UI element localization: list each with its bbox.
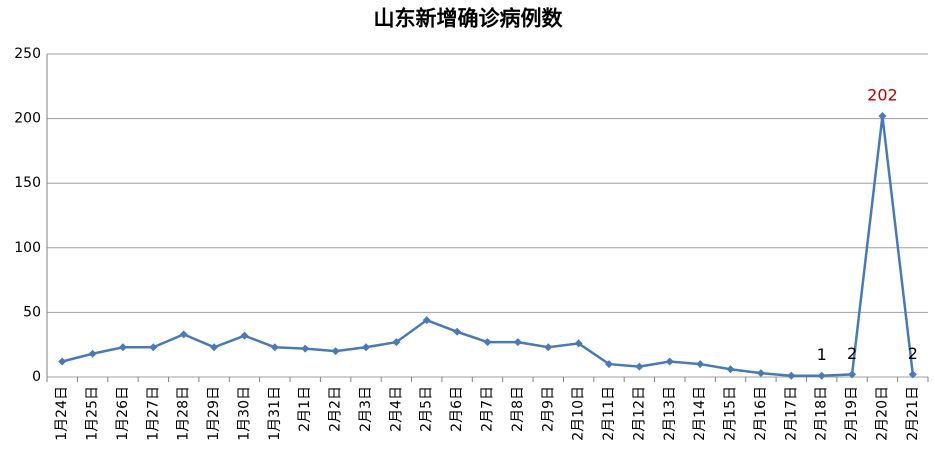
marker xyxy=(301,344,310,353)
marker xyxy=(270,343,279,352)
data-label: 2 xyxy=(908,344,918,363)
marker xyxy=(635,362,644,371)
marker xyxy=(787,371,796,380)
marker xyxy=(422,316,431,325)
marker xyxy=(118,343,127,352)
marker xyxy=(392,338,401,347)
marker xyxy=(361,343,370,352)
x-tick-label: 2月17日 xyxy=(783,386,799,441)
marker xyxy=(58,357,67,366)
x-tick-label: 1月28日 xyxy=(176,386,192,441)
x-tick-label: 1月27日 xyxy=(145,386,161,441)
marker xyxy=(544,343,553,352)
y-tick-label: 200 xyxy=(14,111,41,127)
data-label: 202 xyxy=(867,86,898,105)
y-tick-label: 50 xyxy=(23,304,41,320)
marker xyxy=(605,360,614,369)
marker xyxy=(574,339,583,348)
y-tick-label: 0 xyxy=(32,369,41,385)
x-tick-label: 2月8日 xyxy=(510,386,526,432)
data-label: 1 xyxy=(817,345,827,364)
y-tick-label: 100 xyxy=(14,240,41,256)
marker xyxy=(513,338,522,347)
marker xyxy=(696,360,705,369)
x-tick-label: 2月3日 xyxy=(358,386,374,432)
x-tick-label: 1月24日 xyxy=(54,386,70,441)
marker xyxy=(848,370,857,379)
data-label: 2 xyxy=(847,344,857,363)
marker xyxy=(179,330,188,339)
x-tick-label: 2月1日 xyxy=(297,386,313,432)
x-tick-label: 2月15日 xyxy=(723,386,739,441)
x-tick-label: 2月10日 xyxy=(571,386,587,441)
marker xyxy=(726,365,735,374)
x-tick-label: 2月7日 xyxy=(480,386,496,432)
y-tick-label: 250 xyxy=(14,46,41,62)
x-tick-label: 2月18日 xyxy=(814,386,830,441)
x-tick-label: 2月2日 xyxy=(328,386,344,432)
marker xyxy=(331,347,340,356)
x-tick-label: 2月5日 xyxy=(419,386,435,432)
x-tick-label: 1月31日 xyxy=(267,386,283,441)
x-tick-label: 2月4日 xyxy=(388,386,404,432)
x-tick-label: 1月25日 xyxy=(85,386,101,441)
line xyxy=(61,115,915,377)
marker xyxy=(149,343,158,352)
x-tick-label: 1月26日 xyxy=(115,386,131,441)
x-tick-label: 1月29日 xyxy=(206,386,222,441)
x-tick-label: 2月12日 xyxy=(631,386,647,441)
y-tick-label: 150 xyxy=(14,175,41,191)
x-tick-label: 2月20日 xyxy=(874,386,890,441)
x-tick-label: 2月9日 xyxy=(540,386,556,432)
x-tick-label: 2月16日 xyxy=(753,386,769,441)
marker xyxy=(453,327,462,336)
marker xyxy=(756,369,765,378)
marker xyxy=(908,370,917,379)
marker xyxy=(665,357,674,366)
x-tick-label: 2月6日 xyxy=(449,386,465,432)
marker xyxy=(817,371,826,380)
x-tick-label: 2月21日 xyxy=(905,386,921,441)
x-tick-label: 2月19日 xyxy=(844,386,860,441)
marker xyxy=(210,343,219,352)
x-tick-label: 1月30日 xyxy=(236,386,252,441)
x-tick-label: 2月11日 xyxy=(601,386,617,441)
marker xyxy=(878,112,887,121)
x-tick-label: 2月13日 xyxy=(662,386,678,441)
chart-title: 山东新增确诊病例数 xyxy=(374,6,564,31)
marker xyxy=(483,338,492,347)
x-tick-label: 2月14日 xyxy=(692,386,708,441)
marker xyxy=(88,349,97,358)
marker xyxy=(240,331,249,340)
